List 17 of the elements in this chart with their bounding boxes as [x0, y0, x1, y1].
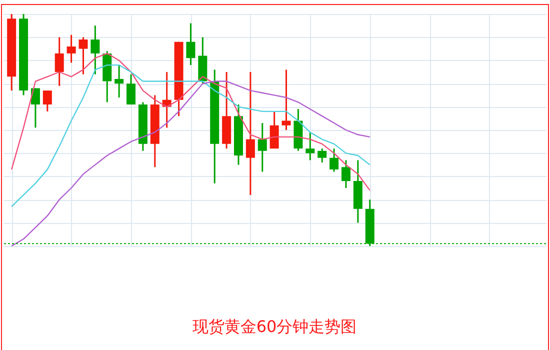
- candlestick: [114, 64, 124, 98]
- candlestick: [330, 148, 339, 173]
- candlestick: [282, 68, 291, 131]
- candlestick: [54, 36, 64, 87]
- text: 现货黄金60分钟走势图: [192, 316, 357, 336]
- candlestick: [66, 34, 76, 64]
- candlestick: [318, 148, 327, 164]
- candlestick: [306, 132, 315, 161]
- candlestick: [186, 22, 196, 66]
- candlestick: [258, 122, 267, 173]
- candlestick: [90, 24, 100, 76]
- candlestick: [78, 36, 88, 76]
- candlestick: [341, 159, 350, 189]
- candlestick: [30, 87, 40, 128]
- candlestick: [126, 74, 136, 106]
- candlestick: [42, 90, 52, 112]
- candlestick: [270, 110, 279, 150]
